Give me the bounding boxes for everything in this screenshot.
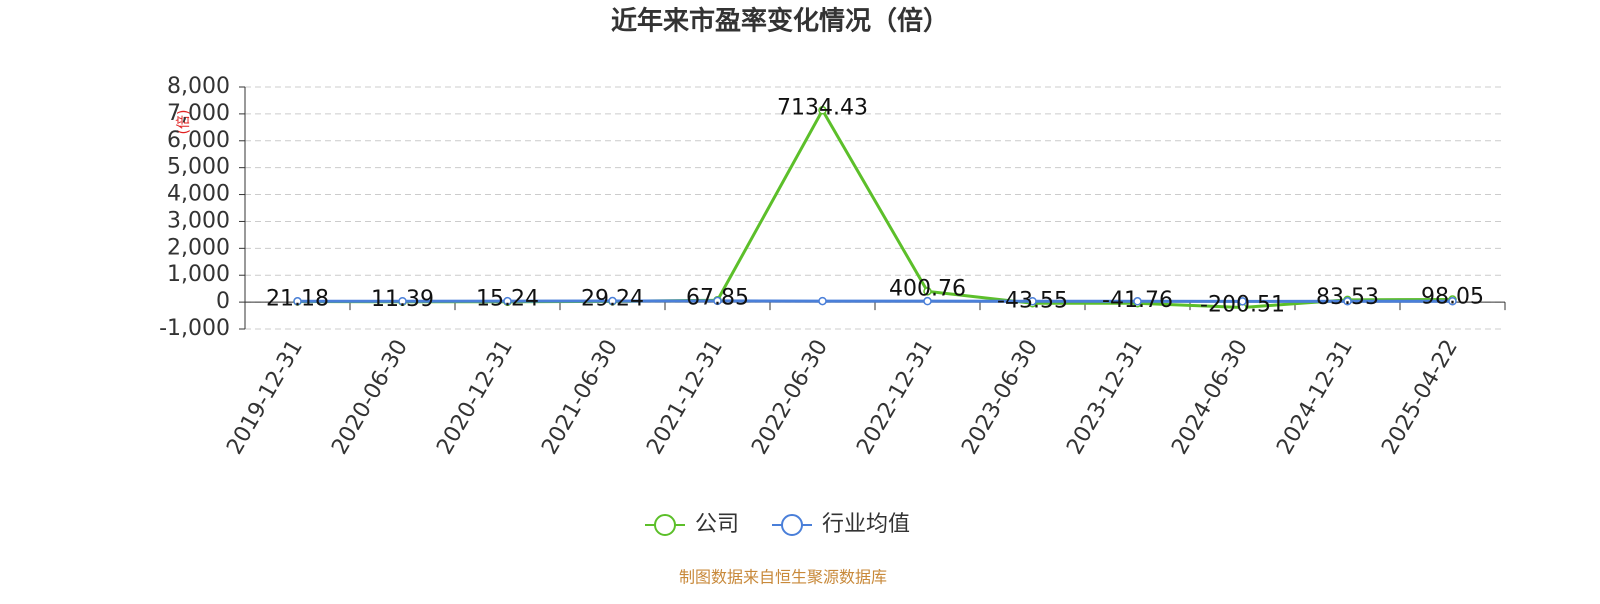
y-tick-label: 8,000 [167,74,230,99]
chart-title: 近年来市盈率变化情况（倍） [611,6,949,37]
x-tick-label: 2021-12-31 [642,336,728,459]
y-tick-label: 1,000 [167,262,230,287]
data-label: -200.51 [1200,293,1285,318]
y-tick-label: 6,000 [167,128,230,153]
source-note: 制图数据来自恒生聚源数据库 [679,568,887,587]
legend-marker [782,515,802,535]
y-tick-label: 4,000 [167,182,230,207]
x-tick-label: 2020-12-31 [432,336,518,459]
legend-label: 公司 [695,512,739,537]
y-tick-label: 7,000 [167,101,230,126]
y-tick-label: 5,000 [167,155,230,180]
point [819,298,826,305]
legend-marker [655,515,675,535]
y-tick-label: -1,000 [159,316,230,341]
data-label: 7134.43 [777,95,868,120]
y-tick-label: 0 [216,289,230,314]
x-tick-label: 2023-06-30 [957,336,1043,459]
data-label: 29.24 [581,286,644,311]
data-label: 11.39 [371,287,434,312]
legend-label: 行业均值 [822,512,910,537]
x-tick-label: 2024-12-31 [1272,336,1358,459]
data-label: -43.55 [997,288,1068,313]
x-tick-label: 2024-06-30 [1167,336,1253,459]
x-tick-label: 2022-12-31 [852,336,938,459]
x-tick-label: 2023-12-31 [1062,336,1148,459]
data-label: 67.85 [686,285,749,310]
data-label: 83.53 [1316,285,1379,310]
y-tick-label: 3,000 [167,208,230,233]
data-label: 98.05 [1421,284,1484,309]
x-tick-label: 2025-04-22 [1377,336,1463,459]
x-tick-label: 2020-06-30 [327,336,413,459]
data-label: 15.24 [476,287,539,312]
x-tick-label: 2022-06-30 [747,336,833,459]
data-label: 21.18 [266,287,329,312]
data-label: 400.76 [889,276,966,301]
data-label: -41.76 [1102,288,1173,313]
y-tick-label: 2,000 [167,235,230,260]
series-line [298,110,1453,307]
x-tick-label: 2021-06-30 [537,336,623,459]
x-tick-label: 2019-12-31 [222,336,308,459]
